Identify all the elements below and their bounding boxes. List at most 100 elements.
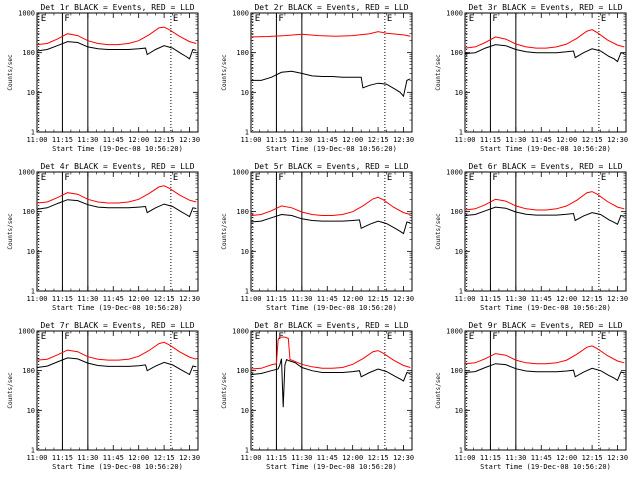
chart-title: Det 9r BLACK = Events, RED = LLD xyxy=(468,321,622,330)
y-tick-label: 1000 xyxy=(232,328,249,336)
marker-label: E xyxy=(387,173,392,183)
plot-frame xyxy=(464,171,627,292)
x-tick-label: 11:30 xyxy=(77,454,98,462)
x-tick-label: 11:30 xyxy=(505,295,526,303)
x-tick-label: 11:30 xyxy=(291,136,312,144)
x-tick-label: 11:30 xyxy=(291,454,312,462)
x-tick-label: 11:00 xyxy=(240,295,261,303)
marker-label: E xyxy=(387,14,392,24)
y-axis-label: Counts/sec xyxy=(435,213,442,250)
marker-label: E xyxy=(255,14,260,24)
y-tick-label: 100 xyxy=(236,208,249,216)
x-tick-label: 11:15 xyxy=(52,454,73,462)
x-tick-label: 11:00 xyxy=(240,454,261,462)
plot-frame xyxy=(250,330,413,451)
x-tick-label: 12:15 xyxy=(582,136,603,144)
marker-label: E xyxy=(255,173,260,183)
x-tick-label: 12:15 xyxy=(368,136,389,144)
plot-frame xyxy=(36,171,199,292)
y-tick-label: 100 xyxy=(450,49,463,57)
events-series-line xyxy=(464,363,625,382)
x-tick-label: 12:30 xyxy=(607,295,628,303)
y-axis-label: Counts/sec xyxy=(221,372,228,409)
chart-panel: Det 7r BLACK = Events, RED = LLD Start Ti… xyxy=(7,321,200,471)
y-tick-label: 100 xyxy=(450,367,463,375)
y-axis-label: Counts/sec xyxy=(7,54,14,91)
x-tick-label: 11:00 xyxy=(454,295,475,303)
events-series-line xyxy=(36,41,197,60)
events-series-line xyxy=(36,199,197,218)
x-tick-label: 12:30 xyxy=(179,295,200,303)
x-axis-label: Start Time (19-Dec-08 10:56:20) xyxy=(52,304,183,312)
plot-frame xyxy=(250,12,413,133)
y-tick-label: 10 xyxy=(241,89,249,97)
marker-label: F xyxy=(492,173,497,183)
y-tick-label: 1 xyxy=(31,447,35,455)
x-axis-label: Start Time (19-Dec-08 10:56:20) xyxy=(266,463,397,471)
lld-series-line xyxy=(464,29,625,49)
y-tick-label: 1000 xyxy=(446,10,463,18)
x-tick-label: 11:45 xyxy=(317,136,338,144)
lld-series-line xyxy=(250,31,411,38)
y-axis-label: Counts/sec xyxy=(221,54,228,91)
y-tick-label: 100 xyxy=(22,208,35,216)
x-tick-label: 12:00 xyxy=(556,295,577,303)
x-tick-label: 12:30 xyxy=(393,454,414,462)
events-series-line xyxy=(464,206,625,226)
x-axis-label: Start Time (19-Dec-08 10:56:20) xyxy=(266,304,397,312)
x-tick-label: 11:15 xyxy=(480,454,501,462)
marker-label: E xyxy=(41,332,46,342)
chart-title: Det 7r BLACK = Events, RED = LLD xyxy=(40,321,194,330)
x-tick-label: 11:15 xyxy=(266,295,287,303)
x-tick-label: 11:45 xyxy=(531,136,552,144)
marker-label: E xyxy=(601,14,606,24)
marker-label: E xyxy=(173,14,178,24)
y-tick-label: 1000 xyxy=(446,169,463,177)
y-axis-label: Counts/sec xyxy=(221,213,228,250)
x-tick-label: 11:15 xyxy=(266,454,287,462)
x-tick-label: 12:00 xyxy=(556,454,577,462)
x-tick-label: 12:30 xyxy=(179,454,200,462)
x-axis-label: Start Time (19-Dec-08 10:56:20) xyxy=(266,145,397,153)
lld-series-line xyxy=(464,191,625,211)
x-tick-label: 11:00 xyxy=(454,136,475,144)
y-tick-label: 1 xyxy=(459,129,463,137)
marker-label: E xyxy=(469,14,474,24)
y-tick-label: 10 xyxy=(455,89,463,97)
y-tick-label: 1000 xyxy=(232,169,249,177)
x-tick-label: 12:00 xyxy=(342,454,363,462)
chart-title: Det 4r BLACK = Events, RED = LLD xyxy=(40,162,194,171)
x-tick-label: 12:00 xyxy=(342,295,363,303)
marker-label: F xyxy=(64,173,69,183)
y-axis-label: Counts/sec xyxy=(7,213,14,250)
y-tick-label: 10 xyxy=(27,89,35,97)
x-tick-label: 12:15 xyxy=(154,454,175,462)
x-tick-label: 11:15 xyxy=(52,295,73,303)
x-tick-label: 11:00 xyxy=(240,136,261,144)
chart-title: Det 5r BLACK = Events, RED = LLD xyxy=(254,162,408,171)
chart-panel: Det 1r BLACK = Events, RED = LLD Start Ti… xyxy=(7,3,200,153)
lld-series-line xyxy=(464,345,625,365)
x-tick-label: 11:00 xyxy=(26,136,47,144)
plot-frame xyxy=(464,330,627,451)
x-tick-label: 12:30 xyxy=(393,295,414,303)
plot-frame xyxy=(250,171,413,292)
y-tick-label: 1000 xyxy=(18,10,35,18)
y-tick-label: 1000 xyxy=(18,328,35,336)
y-tick-label: 1000 xyxy=(232,10,249,18)
y-tick-label: 10 xyxy=(455,248,463,256)
y-tick-label: 1000 xyxy=(446,328,463,336)
x-tick-label: 12:30 xyxy=(393,136,414,144)
marker-label: E xyxy=(255,332,260,342)
marker-label: E xyxy=(601,173,606,183)
x-tick-label: 11:45 xyxy=(103,454,124,462)
chart-panel: Det 8r BLACK = Events, RED = LLD Start Ti… xyxy=(221,321,414,471)
marker-label: F xyxy=(278,14,283,24)
x-tick-label: 12:30 xyxy=(179,136,200,144)
x-tick-label: 11:15 xyxy=(266,136,287,144)
x-tick-label: 11:15 xyxy=(480,295,501,303)
y-tick-label: 10 xyxy=(27,248,35,256)
x-tick-label: 12:15 xyxy=(582,295,603,303)
lld-series-line xyxy=(250,196,411,216)
x-tick-label: 11:30 xyxy=(291,295,312,303)
